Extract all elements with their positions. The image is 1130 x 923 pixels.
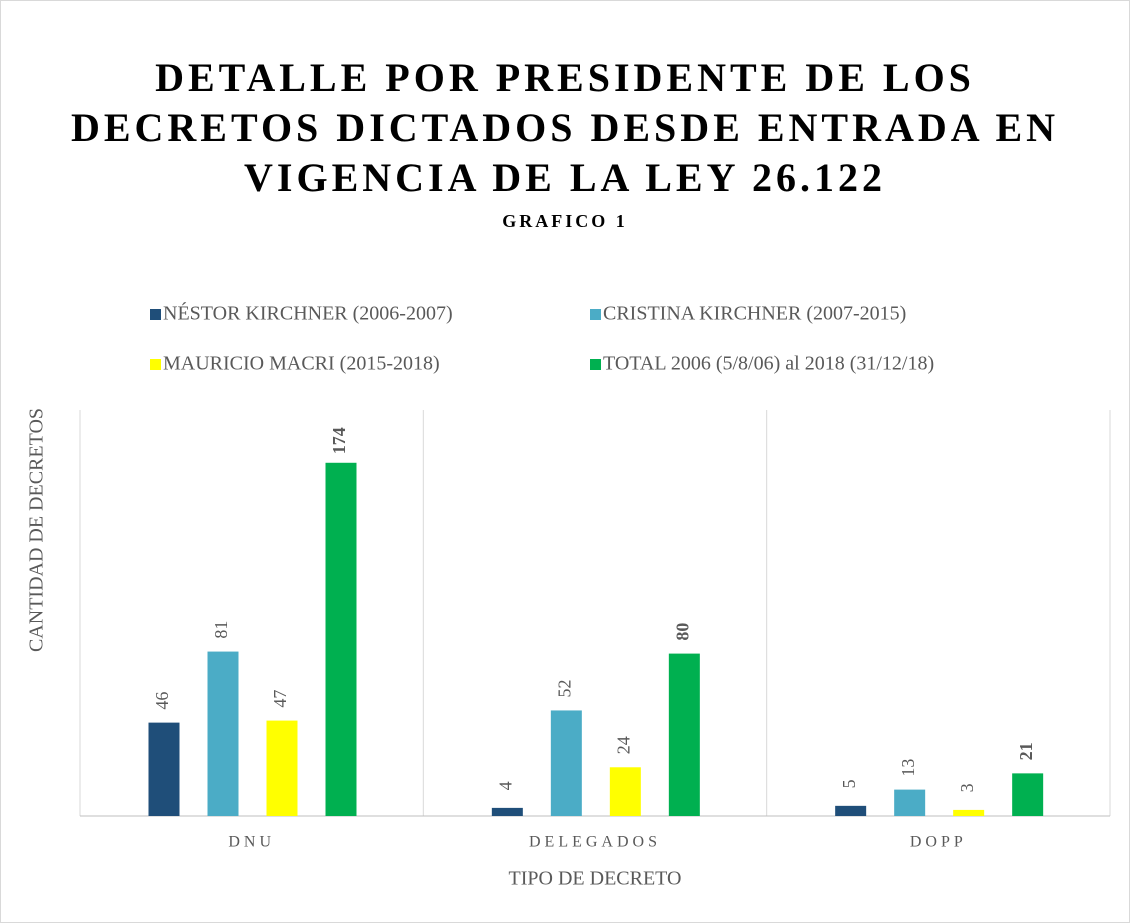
x-axis-label: TIPO DE DECRETO [509,868,682,890]
bar [491,807,523,816]
chart-title: DETALLE POR PRESIDENTE DE LOS [155,55,975,100]
bar [953,809,985,816]
bar [894,789,926,816]
legend-label: MAURICIO MACRI (2015-2018) [163,353,440,375]
y-axis-label: CANTIDAD DE DECRETOS [26,408,48,652]
bar [266,720,298,816]
data-label: 24 [613,736,633,754]
chart-title: DECRETOS DICTADOS DESDE ENTRADA EN [71,105,1059,150]
data-label: 4 [495,781,515,790]
data-label: 174 [329,427,349,454]
bar [1012,773,1044,816]
data-label: 81 [211,621,231,639]
bar [550,710,582,816]
bar [325,462,357,816]
bar [835,805,867,816]
data-label: 13 [898,759,918,777]
chart-subtitle: GRAFICO 1 [502,211,628,231]
bar [207,651,239,816]
legend-swatch [150,309,161,320]
legend-swatch [590,309,601,320]
x-tick-label: DNU [228,834,275,851]
data-label: 46 [152,692,172,710]
legend-swatch [590,359,601,370]
legend-label: NÉSTOR KIRCHNER (2006-2007) [163,302,453,325]
legend-label: TOTAL 2006 (5/8/06) al 2018 (31/12/18) [603,353,934,375]
x-tick-label: DOPP [910,834,967,851]
bar [148,722,180,816]
chart-title: VIGENCIA DE LA LEY 26.122 [244,155,886,200]
data-label: 3 [957,783,977,792]
bar [609,767,641,816]
data-label: 80 [672,623,692,641]
data-label: 52 [554,679,574,697]
data-label: 47 [270,690,290,708]
x-tick-label: DELEGADOS [529,834,661,851]
bar [668,653,700,816]
legend-swatch [150,359,161,370]
data-label: 5 [839,779,859,788]
legend-label: CRISTINA KIRCHNER (2007-2015) [603,303,906,325]
data-label: 21 [1016,742,1036,760]
